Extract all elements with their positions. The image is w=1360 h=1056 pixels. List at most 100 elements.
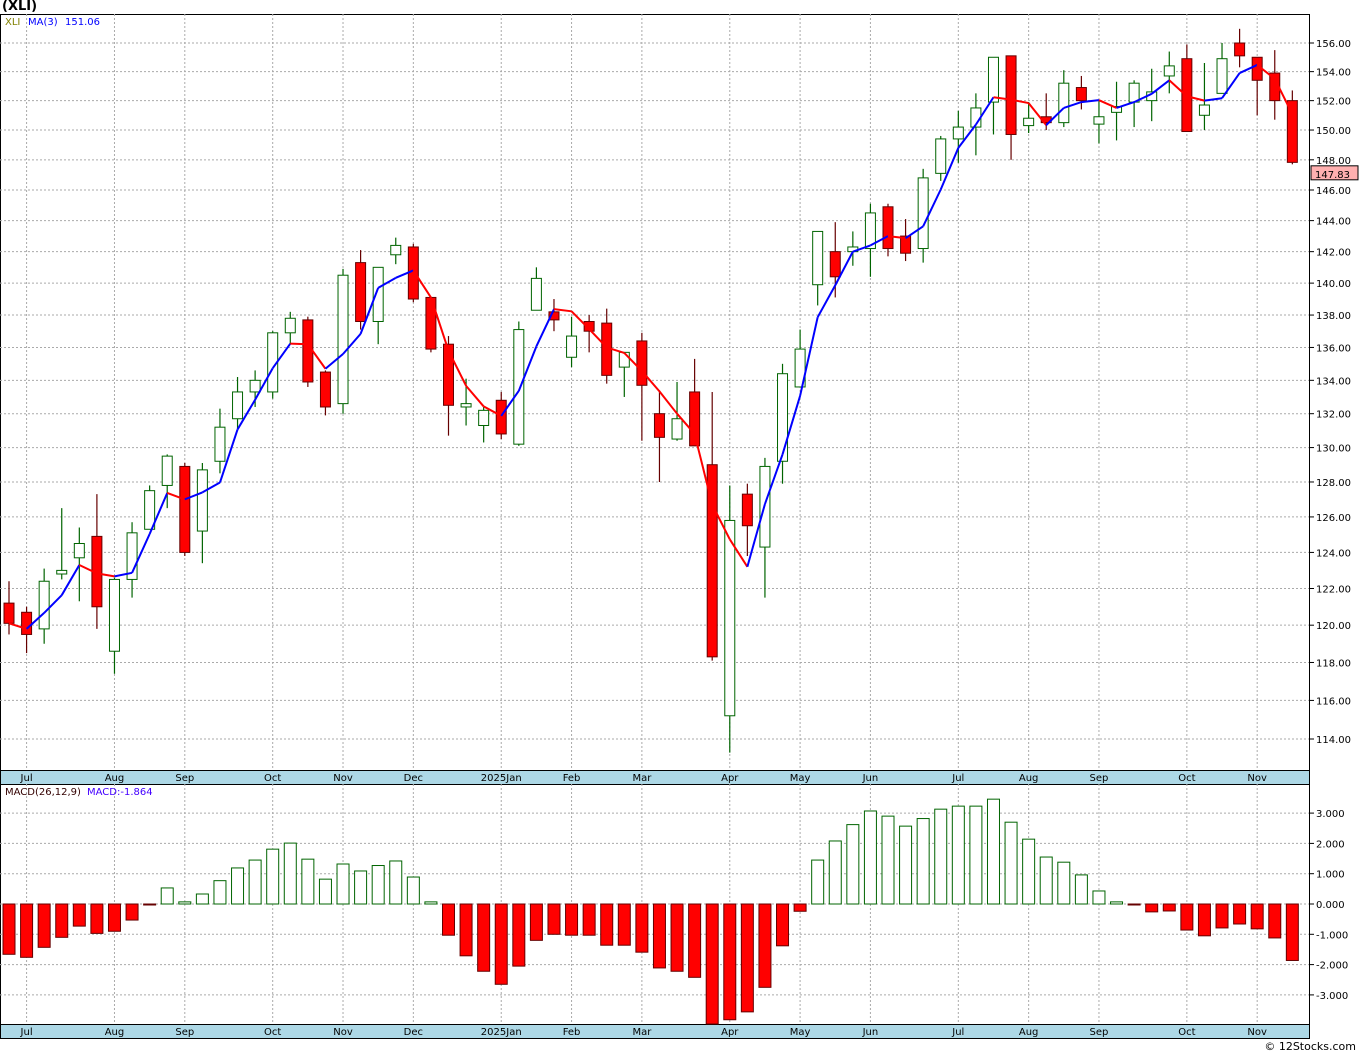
ma3-segment — [1168, 79, 1188, 98]
candle-body — [56, 569, 68, 575]
month-label: 2025Jan — [481, 773, 522, 784]
candle-body — [530, 277, 542, 311]
macd-bar — [1233, 903, 1247, 925]
month-label: Sep — [175, 773, 194, 784]
price-tick-label: 132.00 — [1316, 410, 1351, 421]
ma3-segment — [658, 390, 678, 415]
candle — [1023, 102, 1035, 133]
candle — [1198, 63, 1210, 131]
ma3-segment — [1098, 99, 1117, 109]
ma3-segment — [290, 342, 308, 346]
ma3-segment — [342, 333, 362, 355]
month-label: Aug — [105, 1027, 125, 1038]
copyright: © 12Stocks.com — [1264, 1040, 1356, 1053]
month-label: Mar — [632, 1027, 652, 1038]
macd-bar — [2, 903, 16, 955]
ma3-segment — [1063, 101, 1082, 109]
candle-body — [1216, 58, 1228, 94]
macd-bar — [389, 860, 403, 905]
candle-body — [144, 490, 156, 530]
candle — [478, 406, 490, 443]
candle — [302, 316, 314, 387]
candle — [108, 577, 120, 674]
candle — [548, 299, 560, 332]
candle-body — [812, 230, 824, 286]
ma3-segment — [43, 594, 63, 614]
candle-body — [302, 319, 314, 383]
candle-body — [706, 464, 718, 658]
ma3-segment — [1239, 64, 1258, 74]
month-label: Oct — [1178, 1027, 1195, 1038]
ma3-segment — [359, 287, 380, 335]
candle-body — [214, 426, 226, 462]
candle — [917, 168, 929, 263]
price-tick-label: 152.00 — [1316, 97, 1351, 108]
ma3-segment — [693, 433, 714, 505]
candle-body — [513, 329, 525, 445]
macd-bar — [1285, 903, 1299, 961]
candle — [706, 391, 718, 661]
ma3-segment — [271, 343, 292, 369]
ma3-segment — [96, 572, 115, 578]
ma3-segment — [869, 235, 889, 247]
month-label: Nov — [1247, 773, 1267, 784]
candle — [179, 462, 191, 557]
ma3-segment — [25, 612, 45, 630]
candle-body — [548, 311, 560, 321]
month-label: May — [790, 1027, 811, 1038]
macd-bar — [951, 805, 965, 905]
candle-body — [724, 519, 736, 717]
candle-body — [73, 542, 85, 559]
macd-bar — [565, 903, 579, 936]
candle — [935, 135, 947, 181]
candle — [196, 462, 208, 564]
ma3-segment — [676, 413, 696, 435]
macd-bar — [1215, 903, 1229, 929]
month-label: Oct — [264, 773, 281, 784]
candle — [390, 237, 402, 265]
macd-bar — [371, 865, 385, 905]
last-price-label: 147.83 — [1315, 170, 1350, 181]
macd-bar — [1022, 838, 1036, 905]
macd-bar — [916, 818, 930, 905]
month-label: Dec — [404, 773, 423, 784]
candle — [144, 485, 156, 530]
candle — [232, 377, 244, 429]
price-tick-label: 136.00 — [1316, 343, 1351, 354]
candle-body — [1023, 117, 1035, 127]
candle — [126, 522, 138, 598]
candle-body — [829, 251, 841, 278]
candle — [1111, 81, 1123, 141]
macd-bar — [811, 859, 825, 905]
chart-title: (XLI) — [2, 0, 38, 14]
candle — [372, 266, 384, 345]
price-tick-label: 154.00 — [1316, 68, 1351, 79]
macd-bar — [934, 808, 948, 905]
candle-body — [1075, 87, 1087, 102]
candle-body — [1093, 116, 1105, 125]
ma3-segment — [412, 269, 432, 298]
macd-bar — [20, 903, 34, 958]
candle-body — [1163, 65, 1175, 77]
candle-body — [653, 413, 665, 438]
candle-body — [1286, 100, 1298, 163]
ma3-segment — [395, 269, 414, 279]
price-tick-label: 114.00 — [1316, 735, 1351, 746]
month-label: Dec — [404, 1027, 423, 1038]
candle — [794, 329, 806, 388]
ma3-segment — [975, 96, 995, 126]
ma3-segment — [201, 481, 221, 494]
candle-body — [126, 532, 138, 580]
month-label: Nov — [333, 1027, 353, 1038]
macd-bar — [1057, 861, 1071, 905]
price-date-axis — [0, 770, 1310, 785]
macd-bar — [354, 870, 368, 905]
month-label: Feb — [563, 773, 581, 784]
last-price-badge — [1310, 165, 1359, 181]
candle-body — [566, 335, 578, 358]
price-tick-label: 142.00 — [1316, 248, 1351, 259]
macd-bar — [178, 901, 192, 905]
month-label: Sep — [175, 1027, 194, 1038]
candle-body — [390, 244, 402, 256]
candle-body — [917, 177, 929, 250]
